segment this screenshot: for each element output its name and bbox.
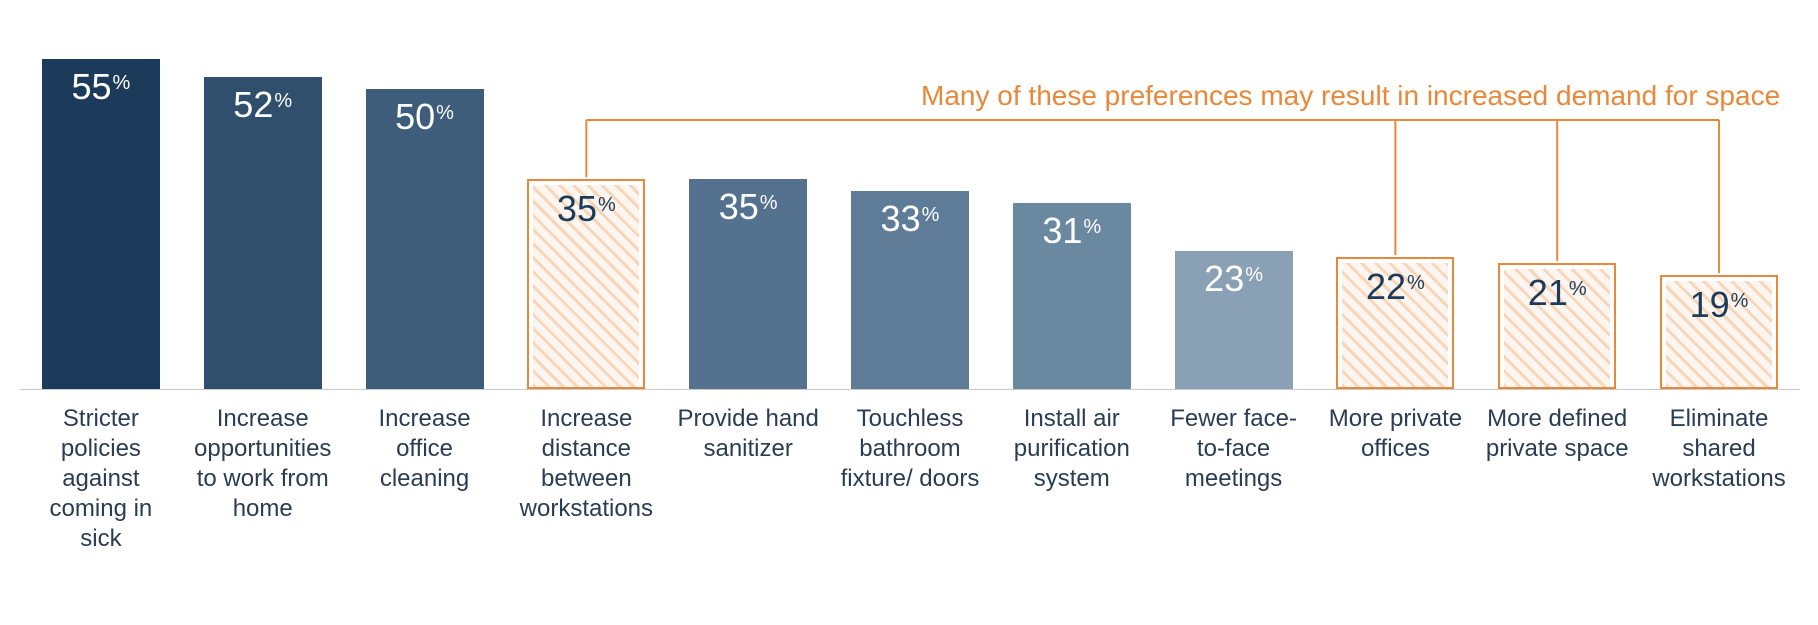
labels-area: Stricter policies against coming in sick… [20,404,1800,554]
annotation-text: Many of these preferences may result in … [921,80,1780,112]
bar-value-1: 52% [233,87,292,123]
bar-label-8: More private offices [1315,404,1477,554]
bar-value-3: 35% [557,191,616,227]
bar-value-8: 22% [1366,269,1425,305]
bar-3: 35% [527,179,645,389]
bar-col-5: 33% [829,191,991,389]
bar-value-6: 31% [1042,213,1101,249]
bar-label-9: More defined private space [1476,404,1638,554]
bar-value-2: 50% [395,99,454,135]
bar-1: 52% [204,77,322,389]
bar-9: 21% [1498,263,1616,389]
bar-value-4: 35% [719,189,778,225]
bar-col-1: 52% [182,77,344,389]
bar-value-7: 23% [1204,261,1263,297]
bar-label-5: Touchless bathroom fixture/ doors [829,404,991,554]
bar-8: 22% [1336,257,1454,389]
bar-6: 31% [1013,203,1131,389]
bar-label-1: Increase opportunities to work from home [182,404,344,554]
bar-label-10: Eliminate shared workstations [1638,404,1800,554]
bar-5: 33% [851,191,969,389]
bar-col-7: 23% [1153,251,1315,389]
bar-col-10: 19% [1638,275,1800,389]
bar-2: 50% [366,89,484,389]
bar-value-0: 55% [71,69,130,105]
bar-col-4: 35% [667,179,829,389]
bar-value-10: 19% [1690,287,1749,323]
bar-col-2: 50% [344,89,506,389]
bar-col-6: 31% [991,203,1153,389]
bar-4: 35% [689,179,807,389]
bar-10: 19% [1660,275,1778,389]
bar-col-9: 21% [1476,263,1638,389]
bar-col-8: 22% [1315,257,1477,389]
bar-label-4: Provide hand sanitizer [667,404,829,554]
bar-col-0: 55% [20,59,182,389]
bar-value-9: 21% [1528,275,1587,311]
bar-label-0: Stricter policies against coming in sick [20,404,182,554]
bar-label-2: Increase office cleaning [344,404,506,554]
bar-label-7: Fewer face-to-face meetings [1153,404,1315,554]
bar-7: 23% [1175,251,1293,389]
bar-value-5: 33% [881,201,940,237]
bar-0: 55% [42,59,160,389]
bar-label-6: Install air purification system [991,404,1153,554]
preferences-bar-chart: 55% 52% 50% 35% 35% 33% 31% 23% 22% 21% 19% Strict… [20,60,1800,600]
bar-col-3: 35% [505,179,667,389]
bar-label-3: Increase distance between workstations [505,404,667,554]
